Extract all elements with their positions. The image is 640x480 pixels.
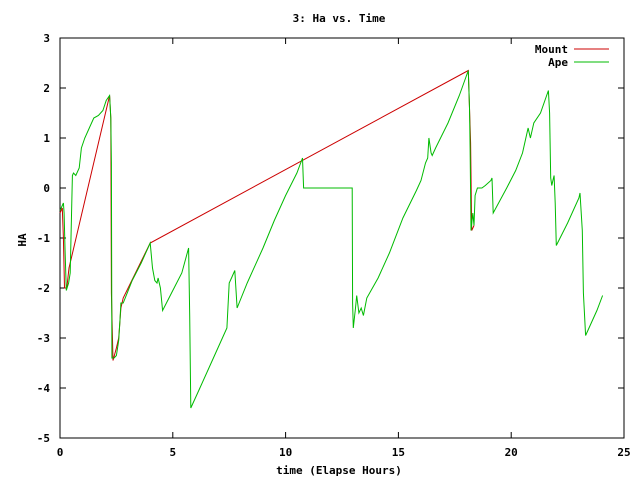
x-tick-label-4: 20 [505,446,518,459]
y-tick-label-0: -5 [37,432,50,445]
x-tick-label-5: 25 [617,446,630,459]
x-tick-label-1: 5 [169,446,176,459]
chart-title: 3: Ha vs. Time [293,12,386,25]
x-tick-label-3: 15 [392,446,405,459]
x-tick-label-2: 10 [279,446,292,459]
x-axis-label: time (Elapse Hours) [276,464,402,477]
y-tick-label-7: 2 [43,82,50,95]
y-tick-label-4: -1 [37,232,51,245]
y-tick-label-2: -3 [37,332,50,345]
y-axis-label: HA [16,233,29,247]
x-tick-label-0: 0 [57,446,64,459]
y-tick-label-8: 3 [43,32,50,45]
legend-label-ape: Ape [548,56,568,69]
y-tick-label-6: 1 [43,132,50,145]
y-tick-label-1: -4 [37,382,51,395]
legend-label-mount: Mount [535,43,568,56]
y-tick-label-3: -2 [37,282,50,295]
y-tick-label-5: 0 [43,182,50,195]
series-line-ape [59,70,604,409]
